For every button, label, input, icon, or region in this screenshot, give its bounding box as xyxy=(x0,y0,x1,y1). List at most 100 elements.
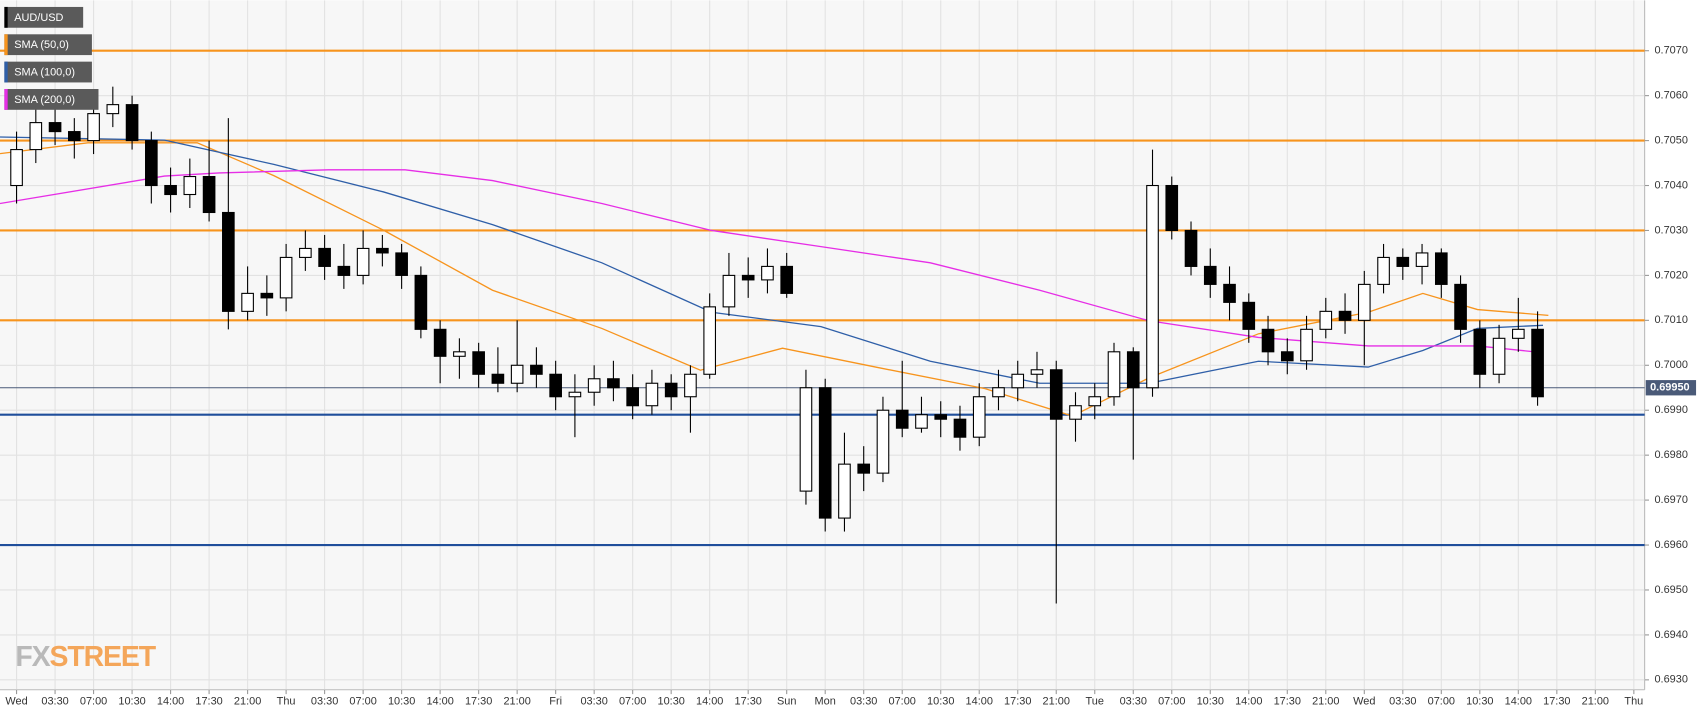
candle-body xyxy=(664,382,678,398)
candle-body xyxy=(818,387,832,519)
candle-body xyxy=(1069,405,1082,420)
y-tick-label: 0.7030 xyxy=(1654,224,1687,236)
sma-lines xyxy=(0,136,1549,417)
candle-body xyxy=(87,113,100,142)
sma-line xyxy=(0,169,1544,354)
x-tick-label: 03:30 xyxy=(1389,696,1416,708)
y-tick-label: 0.7020 xyxy=(1654,269,1687,281)
x-tick-label: 10:30 xyxy=(118,696,145,708)
x-tick-label: Wed xyxy=(5,696,27,708)
candle-body xyxy=(1454,283,1467,330)
candle-body xyxy=(530,364,543,375)
candle-body xyxy=(376,247,389,254)
candle-body xyxy=(145,140,158,187)
candle-body xyxy=(125,104,139,142)
sma-line xyxy=(0,142,1549,417)
candle-body xyxy=(433,328,447,357)
candle-body xyxy=(915,414,928,429)
x-tick-label: 10:30 xyxy=(1466,696,1493,708)
candle-body xyxy=(1203,265,1217,285)
x-tick-label: 07:00 xyxy=(80,696,107,708)
x-tick-label: 17:30 xyxy=(1004,696,1031,708)
candle-body xyxy=(241,292,254,312)
candle-body xyxy=(1300,328,1313,362)
x-tick-label: 03:30 xyxy=(1120,696,1147,708)
candle-body xyxy=(761,265,774,281)
candle-body xyxy=(799,387,813,492)
x-tick-label: 14:00 xyxy=(157,696,184,708)
candle-body xyxy=(934,414,948,420)
y-tick-label: 0.7060 xyxy=(1654,90,1687,102)
candle-body xyxy=(318,247,331,267)
candle-body xyxy=(645,382,659,407)
candle-body xyxy=(48,122,62,133)
legend-box xyxy=(4,61,92,83)
y-tick-label: 0.7070 xyxy=(1654,45,1687,57)
candle-body xyxy=(472,351,485,375)
x-tick-label: 07:00 xyxy=(1428,696,1455,708)
candle-body xyxy=(260,292,274,299)
candle-body xyxy=(722,274,736,308)
candle-body xyxy=(1531,328,1544,398)
x-tick-label: 10:30 xyxy=(657,696,684,708)
candle-body xyxy=(67,131,81,142)
candle-body xyxy=(1030,369,1044,375)
plot-area xyxy=(0,0,1645,689)
x-tick-label: 21:00 xyxy=(503,696,530,708)
candle-body xyxy=(164,184,177,196)
x-tick-label: 17:30 xyxy=(1543,696,1570,708)
candle-body xyxy=(106,104,120,115)
candle-body xyxy=(356,247,370,276)
y-tick-label: 0.7000 xyxy=(1654,359,1687,371)
candle-body xyxy=(337,265,351,276)
price-label-box xyxy=(1645,380,1697,396)
candle-body xyxy=(1223,283,1236,303)
x-axis-area xyxy=(0,689,1645,712)
legend-label: AUD/USD xyxy=(14,12,63,24)
candle-body xyxy=(1049,369,1063,420)
x-tick-label: 21:00 xyxy=(234,696,261,708)
candle-body xyxy=(183,175,197,196)
price-label: 0.69950 xyxy=(1650,382,1690,394)
candle-body xyxy=(1434,252,1448,285)
x-tick-label: 17:30 xyxy=(1274,696,1301,708)
candle-body xyxy=(568,391,582,398)
candle-body xyxy=(414,274,428,330)
candle-body xyxy=(453,351,466,357)
candle-body xyxy=(1165,184,1179,232)
candle-body xyxy=(1319,310,1333,330)
x-tick-label: 10:30 xyxy=(388,696,415,708)
y-tick-label: 0.6930 xyxy=(1654,674,1687,686)
x-tick-label: 07:00 xyxy=(349,696,376,708)
candle-body xyxy=(10,149,23,187)
candle-body xyxy=(1242,301,1256,330)
legend-label: SMA (50,0) xyxy=(14,39,69,51)
legend-swatch xyxy=(4,34,8,56)
x-tick-label: 21:00 xyxy=(1312,696,1339,708)
x-tick-label: 14:00 xyxy=(1235,696,1262,708)
candle-body xyxy=(1338,310,1352,321)
candle-body xyxy=(491,373,505,384)
x-tick-label: 14:00 xyxy=(1505,696,1532,708)
legend-swatch xyxy=(4,89,8,110)
y-tick-label: 0.7050 xyxy=(1654,134,1687,146)
candle-body xyxy=(626,387,639,407)
x-tick-label: 10:30 xyxy=(927,696,954,708)
candle-body xyxy=(1011,373,1025,389)
x-tick-label: 17:30 xyxy=(465,696,492,708)
legend-box xyxy=(4,34,92,56)
legend-label: SMA (200,0) xyxy=(14,94,75,106)
x-tick-label: Sun xyxy=(777,696,796,708)
x-tick-label: 21:00 xyxy=(1043,696,1070,708)
legend: AUD/USD SMA (50,0) SMA (100,0) SMA (200,0) xyxy=(4,6,99,110)
y-tick-label: 0.6970 xyxy=(1654,494,1687,506)
candle-body xyxy=(838,463,851,519)
candle-body xyxy=(1126,351,1140,389)
legend-box xyxy=(4,89,99,110)
logo-fx: FX xyxy=(15,641,50,673)
x-tick-label: Thu xyxy=(1624,696,1643,708)
candle-body xyxy=(222,211,235,312)
candle-body xyxy=(1261,328,1275,353)
candle-body xyxy=(953,418,967,438)
